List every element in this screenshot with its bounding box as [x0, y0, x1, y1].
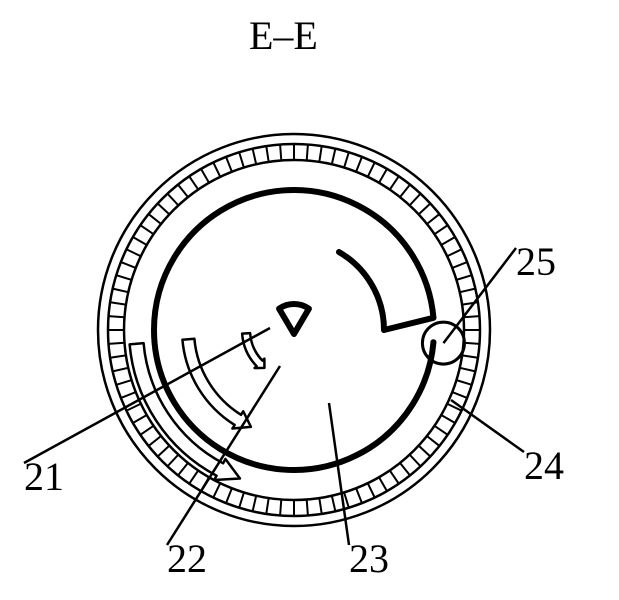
callout-label-23: 23 [349, 535, 389, 582]
callout-label-22: 22 [167, 535, 207, 582]
section-title: E–E [249, 12, 318, 59]
callout-label-25: 25 [516, 238, 556, 285]
callout-label-24: 24 [524, 442, 564, 489]
callout-label-21: 21 [24, 453, 64, 500]
